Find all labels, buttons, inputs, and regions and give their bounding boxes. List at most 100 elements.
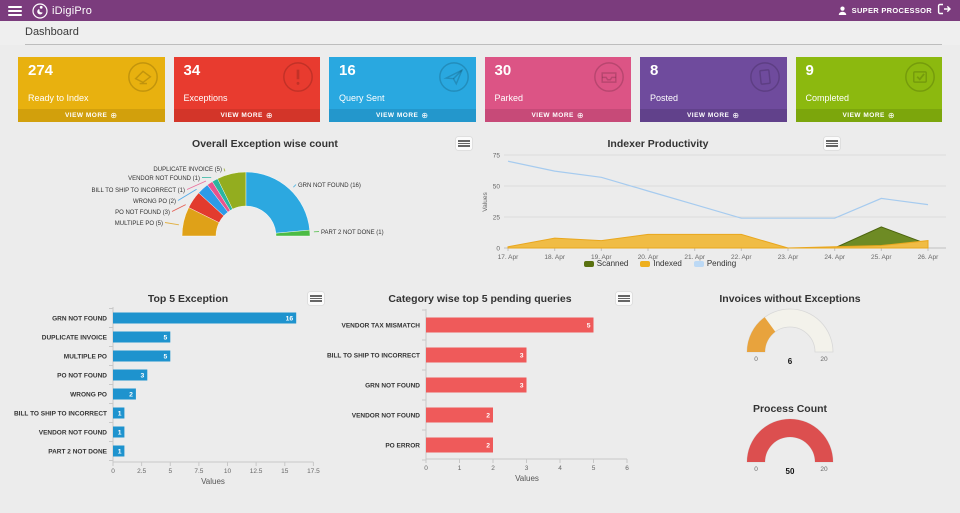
- legend-swatch: [583, 260, 594, 267]
- card-label: Parked: [494, 93, 524, 103]
- gauge-value: 6: [788, 357, 793, 366]
- bar-value-label: 1: [118, 430, 122, 437]
- user-icon: [838, 2, 847, 20]
- series-indexed[interactable]: [507, 233, 929, 249]
- view-more-button[interactable]: VIEW MORE ⊕: [329, 109, 476, 122]
- plus-circle-icon: ⊕: [887, 111, 896, 120]
- view-more-button[interactable]: VIEW MORE ⊕: [795, 109, 942, 122]
- plus-circle-icon: ⊕: [110, 111, 118, 120]
- user-name[interactable]: SUPER PROCESSOR: [851, 6, 932, 15]
- bar-chart: 0 1 2 3 4 5 6 VENDOR TAX MISMATCH 5 BILL TO SHIP …: [327, 309, 629, 483]
- x-tick-label: 1: [458, 465, 462, 472]
- paper-plane-icon: [437, 60, 471, 94]
- gauge-value: 50: [786, 467, 795, 476]
- donut-label: MULTIPLE PO (5): [115, 221, 163, 227]
- category-label: VENDOR NOT FOUND: [39, 429, 108, 436]
- bar-multiple-po[interactable]: [113, 350, 171, 362]
- divider: [25, 44, 942, 45]
- x-tick-label: 23. Apr: [778, 254, 799, 261]
- card-value: 274: [28, 62, 54, 79]
- logout-icon[interactable]: [937, 2, 952, 20]
- bar-wrong-po[interactable]: [113, 388, 136, 400]
- bar-po-not-found[interactable]: [113, 369, 148, 381]
- donut-label: VENDOR NOT FOUND (1): [128, 176, 200, 182]
- category-label: VENDOR TAX MISMATCH: [342, 322, 421, 329]
- legend-item-pending[interactable]: Pending: [693, 259, 736, 268]
- x-tick-label: 2.5: [137, 468, 146, 475]
- x-tick-label: 22. Apr: [731, 254, 752, 261]
- bar-bill-to-ship-to-incorrect[interactable]: [426, 347, 527, 363]
- card-value: 34: [183, 62, 201, 79]
- bar-grn-not-found[interactable]: [113, 312, 297, 324]
- panel-overall-exception-chart: Overall Exception wise count MULTIPLE PO…: [20, 132, 472, 282]
- category-label: PO ERROR: [385, 442, 420, 449]
- chart-menu-icon[interactable]: [456, 137, 472, 150]
- card-value: 8: [650, 62, 659, 79]
- scanner-icon: [126, 60, 160, 94]
- plus-circle-icon: ⊕: [421, 111, 429, 120]
- card-query-sent: 16 Query Sent VIEW MORE ⊕: [329, 57, 476, 122]
- chart-title: Category wise top 5 pending queries: [388, 293, 572, 305]
- plus-circle-icon: ⊕: [576, 111, 585, 120]
- bar-bill-to-ship-to-incorrect[interactable]: [113, 407, 125, 419]
- bar-vendor-tax-mismatch[interactable]: [426, 317, 594, 333]
- bar-value-label: 5: [164, 354, 168, 361]
- donut-label: PO NOT FOUND (3): [115, 210, 170, 216]
- x-tick-label: 7.5: [194, 468, 203, 475]
- chart-title: Process Count: [752, 403, 828, 415]
- bar-value-label: 1: [118, 449, 122, 456]
- bar-duplicate-invoice[interactable]: [113, 331, 171, 343]
- category-label: WRONG PO: [70, 391, 107, 398]
- card-value: 30: [494, 62, 512, 79]
- gauge-chart: 0 20 6: [746, 308, 834, 366]
- chart-menu-icon[interactable]: [616, 292, 632, 305]
- chart-menu-icon[interactable]: [824, 137, 840, 150]
- bar-value-label: 16: [286, 316, 294, 323]
- gauge-value-arc: [747, 419, 833, 462]
- series-pending[interactable]: [507, 160, 929, 219]
- legend-item-indexed[interactable]: Indexed: [640, 259, 682, 268]
- x-axis-title: Values: [515, 474, 539, 483]
- gauge-chart: 0 20 50: [746, 418, 834, 476]
- breadcrumb-bar: Dashboard: [0, 21, 960, 45]
- x-tick-label: 25. Apr: [871, 254, 892, 261]
- bar-grn-not-found[interactable]: [426, 377, 527, 393]
- category-label: GRN NOT FOUND: [52, 315, 107, 322]
- gauge-min-label: 0: [754, 356, 758, 363]
- donut-label: DUPLICATE INVOICE (5): [153, 167, 222, 173]
- bar-vendor-not-found[interactable]: [426, 407, 493, 423]
- x-tick-label: 5: [168, 468, 172, 475]
- view-more-button[interactable]: VIEW MORE ⊕: [640, 109, 787, 122]
- gauge-max-label: 20: [820, 356, 828, 363]
- y-tick-label: 50: [493, 184, 501, 191]
- card-label: Completed: [805, 93, 850, 103]
- donut-label: GRN NOT FOUND (16): [298, 183, 361, 189]
- bar-vendor-not-found[interactable]: [113, 426, 125, 438]
- bar-po-error[interactable]: [426, 437, 493, 453]
- breadcrumb[interactable]: Dashboard: [25, 26, 79, 38]
- card-parked: 30 Parked VIEW MORE ⊕: [484, 57, 631, 122]
- donut-slice-grn-not-found[interactable]: [245, 171, 310, 234]
- gauge-value-arc: [747, 317, 776, 352]
- view-more-button[interactable]: VIEW MORE ⊕: [173, 109, 320, 122]
- x-tick-label: 26. Apr: [918, 254, 939, 261]
- bar-part-2-not-done[interactable]: [113, 445, 125, 457]
- x-tick-label: 12.5: [250, 468, 263, 475]
- category-label: GRN NOT FOUND: [365, 382, 420, 389]
- donut-slice-part-2-not-done[interactable]: [275, 229, 311, 237]
- area-chart: 0 25 50 75 Values 17. Apr 18. Apr 19. Apr 20. Ap…: [482, 153, 946, 261]
- x-tick-label: 0: [111, 468, 115, 475]
- bar-value-label: 5: [164, 335, 168, 342]
- bar-value-label: 3: [141, 373, 145, 380]
- x-tick-label: 17.5: [307, 468, 320, 475]
- card-ready-to-index: 274 Ready to Index VIEW MORE ⊕: [18, 57, 165, 122]
- legend-item-scanned[interactable]: Scanned: [583, 259, 628, 268]
- view-more-button[interactable]: VIEW MORE ⊕: [18, 109, 165, 122]
- x-tick-label: 0: [424, 465, 428, 472]
- bar-value-label: 5: [587, 323, 591, 330]
- view-more-button[interactable]: VIEW MORE ⊕: [484, 109, 631, 122]
- menu-icon[interactable]: [8, 5, 22, 16]
- chart-menu-icon[interactable]: [308, 292, 324, 305]
- card-label: Query Sent: [339, 93, 385, 103]
- donut-label: WRONG PO (2): [133, 199, 176, 205]
